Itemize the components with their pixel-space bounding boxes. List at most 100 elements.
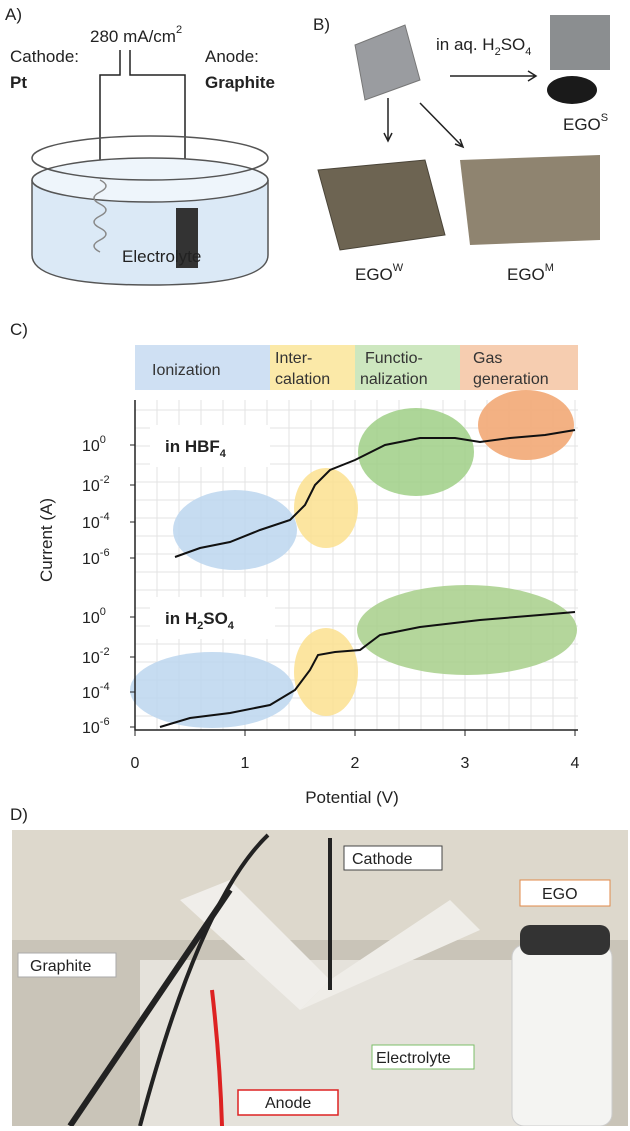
holder-right: [300, 900, 480, 1010]
panel-a: A) 280 mA/cm2 Cathode: Pt Anode: Graphit…: [5, 5, 275, 286]
series-label: in H2SO4: [165, 609, 235, 632]
x-tick-label: 3: [461, 755, 470, 772]
callout: Cathode: [343, 845, 443, 871]
stage-label: generation: [473, 371, 549, 388]
y-axis-label: Current (A): [37, 498, 56, 582]
tick-base: 10: [82, 551, 100, 568]
tick-base: 10: [82, 515, 100, 532]
graphite-foil-photo: [354, 24, 421, 101]
tick-exp: -2: [100, 474, 110, 486]
panel-d: D) Cathode Graphite EGO Electrolyte Anod…: [10, 805, 628, 1128]
stage-label: Functio-: [365, 350, 423, 367]
ego-roll: [520, 925, 610, 955]
tick-base: 10: [82, 650, 100, 667]
ego-w-photo: [317, 159, 446, 251]
cables: [138, 833, 332, 1127]
panel-label: B): [313, 15, 330, 34]
x-tick-label: 0: [131, 755, 140, 772]
beaker-rim: [31, 135, 269, 181]
region: [294, 468, 358, 548]
y-tick-label: 10-4: [82, 681, 110, 702]
callout: Electrolyte: [371, 1044, 475, 1070]
stage-box: [135, 345, 270, 390]
stage-box: [355, 345, 460, 390]
arrow: [450, 70, 538, 82]
ego-m-label: EGOM: [507, 262, 554, 284]
anode-wire: [210, 989, 224, 1127]
panel-c: C) Ionization Inter- calation Functio- n…: [10, 320, 580, 807]
callout-text: EGO: [542, 886, 578, 903]
cathode-coil: [93, 179, 107, 253]
tick-base: 10: [82, 438, 100, 455]
wires: [99, 50, 186, 210]
jar: [511, 944, 613, 1127]
stage-box: [270, 345, 355, 390]
region: [173, 490, 297, 570]
y-tick-label: 100: [82, 606, 106, 627]
region: [130, 652, 294, 728]
tick-exp: -2: [100, 646, 110, 658]
callout: EGO: [519, 879, 611, 907]
graphite-foil: [67, 888, 233, 1128]
tick-exp: -4: [100, 511, 110, 523]
y-tick-label: 10-4: [82, 511, 110, 532]
callout-text: Electrolyte: [376, 1050, 451, 1067]
ego-s-label: EGOS: [563, 112, 608, 134]
x-axis-label: Potential (V): [305, 788, 399, 807]
region: [357, 585, 577, 675]
tick-base: 10: [82, 610, 100, 627]
tick-exp: 0: [100, 606, 106, 618]
electrolyte-label: Electrolyte: [122, 247, 201, 266]
ego-m-photo: [460, 155, 600, 245]
region: [294, 628, 358, 716]
stage-label: calation: [275, 371, 330, 388]
beaker: [31, 180, 269, 286]
arrows: [383, 98, 465, 149]
y-tick-label: 100: [82, 434, 106, 455]
callout: Graphite: [17, 952, 117, 978]
curve-hbf4: [174, 429, 576, 558]
ego-w-label: EGOW: [355, 262, 404, 284]
tick-exp: -4: [100, 681, 110, 693]
tick-base: 10: [82, 478, 100, 495]
region: [358, 408, 474, 496]
anode-material: Graphite: [205, 73, 275, 92]
callout: Anode: [237, 1089, 339, 1116]
cathode-label: Cathode:: [10, 47, 79, 66]
stage-label: Inter-: [275, 350, 312, 367]
callout-text: Graphite: [30, 958, 91, 975]
stage-label: nalization: [360, 371, 428, 388]
x-tick-label: 4: [571, 755, 580, 772]
tick-exp: 0: [100, 434, 106, 446]
label-bg: [150, 425, 270, 467]
curve-h2so4: [159, 611, 576, 728]
ego-s-powder: [547, 76, 597, 104]
callout-text: Anode: [265, 1095, 311, 1112]
y-tick-label: 10-6: [82, 547, 110, 568]
panel-label: A): [5, 5, 22, 24]
region: [478, 390, 574, 460]
series-label: in HBF4: [165, 437, 227, 460]
label-bg: [150, 597, 275, 639]
panel-label: D): [10, 805, 28, 824]
anode-plate: [176, 208, 198, 268]
tick-base: 10: [82, 685, 100, 702]
tick-exp: -6: [100, 716, 110, 728]
current-density: 280 mA/cm2: [90, 24, 182, 46]
stage-label: Gas: [473, 350, 502, 367]
x-tick-label: 2: [351, 755, 360, 772]
panel-label: C): [10, 320, 28, 339]
stage-box: [460, 345, 578, 390]
cathode-material: Pt: [10, 73, 27, 92]
stage-label: Ionization: [152, 362, 221, 379]
tick-exp: -6: [100, 547, 110, 559]
solution-label: in aq. H2SO4: [436, 35, 531, 58]
anode-label: Anode:: [205, 47, 259, 66]
y-tick-label: 10-2: [82, 474, 110, 495]
panel-b: B) in aq. H2SO4 EGOS EGOW EGOM: [313, 15, 610, 284]
x-tick-label: 1: [241, 755, 250, 772]
callout-text: Cathode: [352, 851, 413, 868]
y-tick-label: 10-6: [82, 716, 110, 737]
ego-s-photo: [550, 15, 610, 70]
